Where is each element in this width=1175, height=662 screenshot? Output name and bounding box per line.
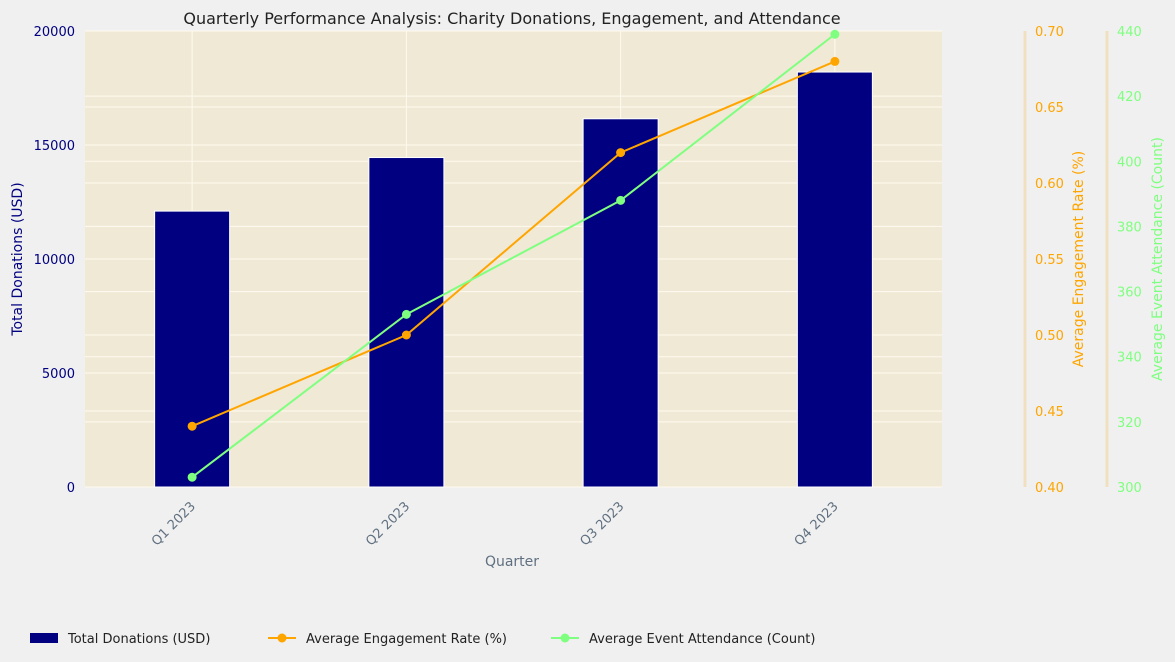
left-tick-label: 15000 xyxy=(34,139,75,154)
legend-label: Average Engagement Rate (%) xyxy=(306,632,507,647)
right1-tick-label: 0.65 xyxy=(1035,101,1064,116)
left-axis-label: Total Donations (USD) xyxy=(10,182,26,336)
left-tick-label: 0 xyxy=(67,481,75,496)
x-tick-label: Q4 2023 xyxy=(792,499,842,549)
legend-label: Average Event Attendance (Count) xyxy=(589,632,815,647)
series-point xyxy=(616,148,626,158)
series-point xyxy=(616,195,626,205)
right1-tick-label: 0.45 xyxy=(1035,405,1064,420)
right1-tick-label: 0.50 xyxy=(1035,329,1064,344)
right2-tick-label: 320 xyxy=(1117,416,1142,431)
bar xyxy=(796,71,873,488)
series-point xyxy=(187,421,197,431)
right2-tick-label: 340 xyxy=(1117,351,1142,366)
series-line xyxy=(191,33,836,479)
right2-tick-label: 380 xyxy=(1117,220,1142,235)
series-point xyxy=(830,29,840,39)
legend-swatch-marker xyxy=(277,633,287,643)
series-point xyxy=(830,56,840,66)
series-point xyxy=(187,472,197,482)
series-point xyxy=(401,309,411,319)
right1-tick-label: 0.40 xyxy=(1035,481,1064,496)
chart-title: Quarterly Performance Analysis: Charity … xyxy=(183,9,840,28)
bar xyxy=(154,210,231,488)
series-line xyxy=(191,60,836,428)
left-tick-label: 10000 xyxy=(34,253,75,268)
right1-tick-label: 0.70 xyxy=(1035,25,1064,40)
right2-axis-label: Average Event Attendance (Count) xyxy=(1150,137,1166,381)
legend-swatch-marker xyxy=(560,633,570,643)
right1-axis-label: Average Engagement Rate (%) xyxy=(1071,151,1087,367)
legend-swatch-bar xyxy=(30,633,58,643)
right1-tick-label: 0.60 xyxy=(1035,177,1064,192)
bar xyxy=(368,157,445,488)
x-tick-label: Q3 2023 xyxy=(577,499,627,549)
x-tick-label: Q2 2023 xyxy=(363,499,413,549)
right2-tick-label: 300 xyxy=(1117,481,1142,496)
right2-tick-label: 420 xyxy=(1117,90,1142,105)
left-tick-label: 5000 xyxy=(42,367,75,382)
right2-tick-label: 440 xyxy=(1117,25,1142,40)
right2-tick-label: 400 xyxy=(1117,155,1142,170)
x-tick-label: Q1 2023 xyxy=(149,499,199,549)
x-axis-label: Quarter xyxy=(485,554,539,570)
right1-tick-label: 0.55 xyxy=(1035,253,1064,268)
right2-tick-label: 360 xyxy=(1117,286,1142,301)
legend: Total Donations (USD) Average Engagement … xyxy=(30,632,815,647)
left-tick-label: 20000 xyxy=(34,25,75,40)
legend-label: Total Donations (USD) xyxy=(67,632,210,647)
series-point xyxy=(401,330,411,340)
